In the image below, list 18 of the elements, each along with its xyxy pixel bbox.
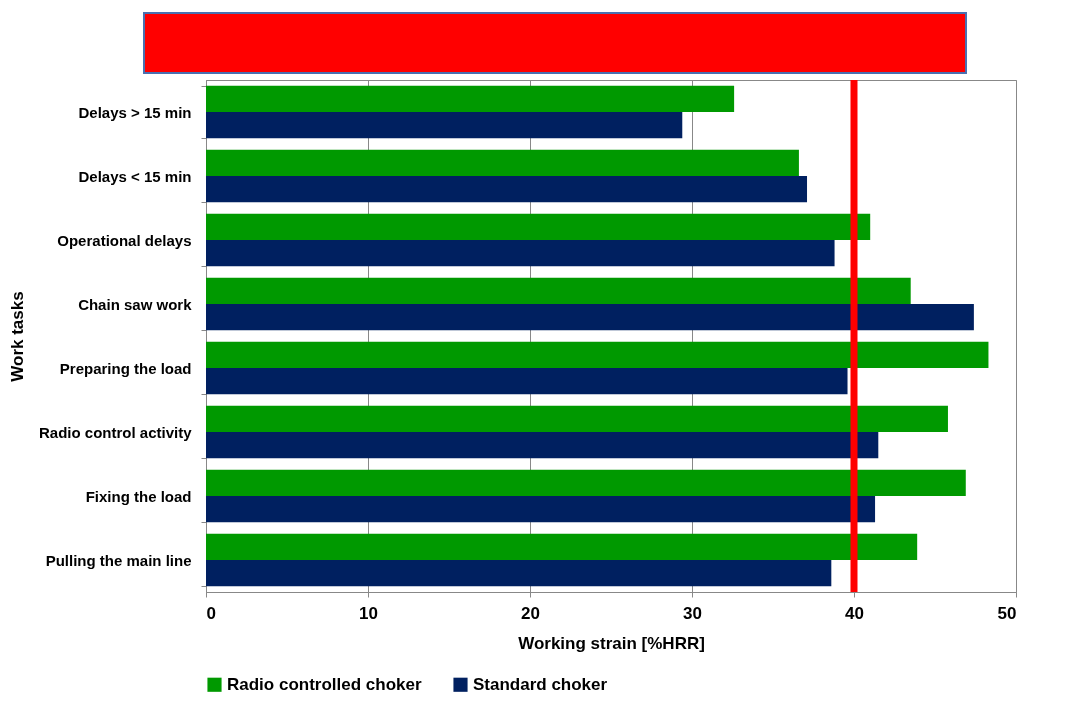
x-tick-label: 40 (845, 603, 864, 623)
y-tick-label: Fixing the load (85, 487, 192, 505)
y-tick-label: Operational delays (57, 231, 192, 249)
y-axis-title: Work tasks (7, 291, 27, 382)
x-tick-label: 20 (521, 603, 540, 623)
legend-label: Radio controlled choker (227, 674, 422, 694)
x-tick-label: 30 (683, 603, 702, 623)
x-tick-label: 0 (206, 603, 216, 623)
y-tick-label: Preparing the load (59, 359, 192, 377)
x-axis-title: Working strain [%HRR] (518, 633, 705, 653)
legend-label: Standard choker (473, 674, 608, 694)
y-tick-label: Pulling the main line (45, 551, 192, 569)
y-tick-label: Delays > 15 min (78, 103, 192, 121)
y-tick-label: Radio control activity (38, 423, 193, 441)
y-tick-label: Delays < 15 min (78, 167, 192, 185)
y-tick-label: Chain saw work (78, 295, 193, 313)
x-tick-label: 10 (359, 603, 378, 623)
x-tick-label: 50 (997, 603, 1017, 623)
